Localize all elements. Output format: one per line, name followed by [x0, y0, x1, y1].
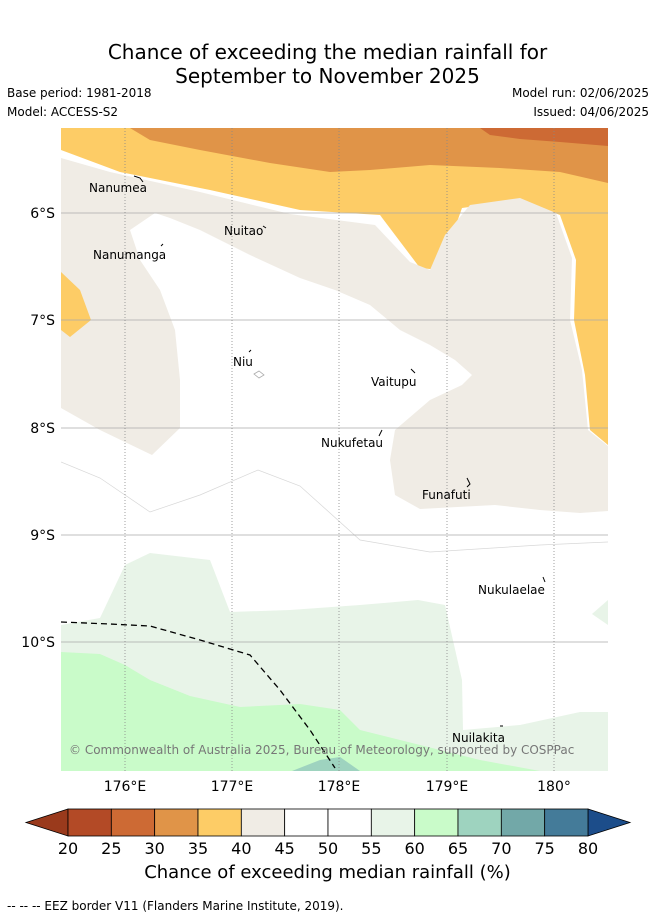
region-35-40-left — [61, 272, 91, 337]
place-nukufetau: Nukufetau — [321, 436, 383, 450]
place-vaitupu: Vaitupu — [371, 375, 417, 389]
place-nukulaelae: Nukulaelae — [478, 583, 545, 597]
colorbar-tick-label: 40 — [231, 839, 251, 858]
colorbar-tick-label: 20 — [58, 839, 78, 858]
region-55-60-right — [592, 600, 608, 625]
place-nuilakita: Nuilakita — [452, 731, 505, 745]
colorbar-segment — [197, 808, 242, 837]
colorbar-title: Chance of exceeding median rainfall (%) — [144, 862, 511, 883]
lon-label: 179°E — [426, 779, 469, 795]
issued-date: Issued: 04/06/2025 — [533, 105, 649, 119]
nuitao-island — [262, 225, 267, 229]
nukulaelae-island — [542, 576, 546, 583]
place-funafuti: Funafuti — [422, 488, 471, 502]
lat-label: 6°S — [30, 206, 55, 222]
lon-label: 177°E — [211, 779, 254, 795]
map-title: Chance of exceeding the median rainfall … — [0, 40, 655, 88]
colorbar-segment — [414, 808, 459, 837]
colorbar-segment — [370, 808, 416, 837]
colorbar-segment — [544, 808, 589, 837]
model-name: Model: ACCESS-S2 — [7, 105, 119, 119]
vaitupu-island — [410, 368, 416, 374]
colorbar-tick-label: 75 — [534, 839, 554, 858]
place-nanumanga: Nanumanga — [93, 248, 166, 262]
island-marks — [133, 175, 546, 727]
latitude-labels: 6°S 7°S 8°S 9°S 10°S — [21, 206, 55, 651]
niu-island — [248, 349, 252, 353]
colorbar-segment — [284, 808, 329, 837]
lon-label: 176°E — [104, 779, 147, 795]
model-run: Model run: 02/06/2025 — [511, 86, 649, 100]
colorbar-segment — [500, 808, 546, 837]
colorbar-tick-label: 30 — [144, 839, 164, 858]
nanumanga-island — [160, 243, 164, 247]
region-25-30 — [480, 128, 608, 146]
colorbar-tick-label: 70 — [491, 839, 511, 858]
colorbar-segment — [240, 808, 286, 837]
colorbar: 20 25 30 35 40 45 50 55 60 65 70 75 80 — [24, 808, 632, 858]
base-period: Base period: 1981-2018 — [7, 86, 152, 100]
colorbar-tick-label: 60 — [404, 839, 424, 858]
title-line-2: September to November 2025 — [175, 64, 480, 88]
lon-label: 178°E — [318, 779, 361, 795]
region-30-35 — [130, 128, 608, 183]
place-nuitao: Nuitao — [224, 224, 263, 238]
colorbar-tick-label: 50 — [318, 839, 338, 858]
region-60-65 — [61, 652, 540, 771]
colorbar-tick-label: 65 — [448, 839, 468, 858]
region-40-45 — [61, 158, 608, 513]
eez-border — [61, 621, 336, 769]
copyright-text: © Commonwealth of Australia 2025, Bureau… — [69, 743, 574, 757]
longitude-labels: 176°E 177°E 178°E 179°E 180° — [104, 779, 571, 795]
title-line-1: Chance of exceeding the median rainfall … — [107, 40, 548, 64]
place-nanumea: Nanumea — [89, 181, 147, 195]
colorbar-under-arrow — [24, 808, 69, 837]
niu-outline — [253, 370, 265, 379]
colorbar-segment — [154, 808, 199, 837]
probability-map: Nanumea Nuitao Nanumanga Niu Vaitupu Nuk… — [61, 128, 608, 771]
colorbar-tick-label: 25 — [101, 839, 121, 858]
lat-label: 7°S — [30, 313, 55, 329]
place-niu: Niu — [233, 355, 253, 369]
lat-label: 8°S — [30, 421, 55, 437]
colorbar-tick-label: 35 — [188, 839, 208, 858]
region-65-70 — [292, 757, 360, 771]
nukufetau-island — [378, 429, 383, 437]
eez-legend-footer: -- -- -- EEZ border V11 (Flanders Marine… — [7, 899, 344, 913]
lat-label: 9°S — [30, 528, 55, 544]
colorbar-tick-label: 55 — [361, 839, 381, 858]
lon-label: 180° — [537, 779, 571, 795]
colorbar-segment — [457, 808, 502, 837]
colorbar-tick-label: 80 — [578, 839, 598, 858]
graticule — [61, 128, 608, 771]
colorbar-segment — [110, 808, 156, 837]
colorbar-tick-label: 45 — [274, 839, 294, 858]
colorbar-segment — [67, 808, 112, 837]
colorbar-segment — [327, 808, 372, 837]
nanumea-island — [133, 175, 144, 183]
funafuti-island — [466, 477, 471, 488]
colorbar-over-arrow — [587, 808, 632, 837]
lat-label: 10°S — [21, 635, 55, 651]
